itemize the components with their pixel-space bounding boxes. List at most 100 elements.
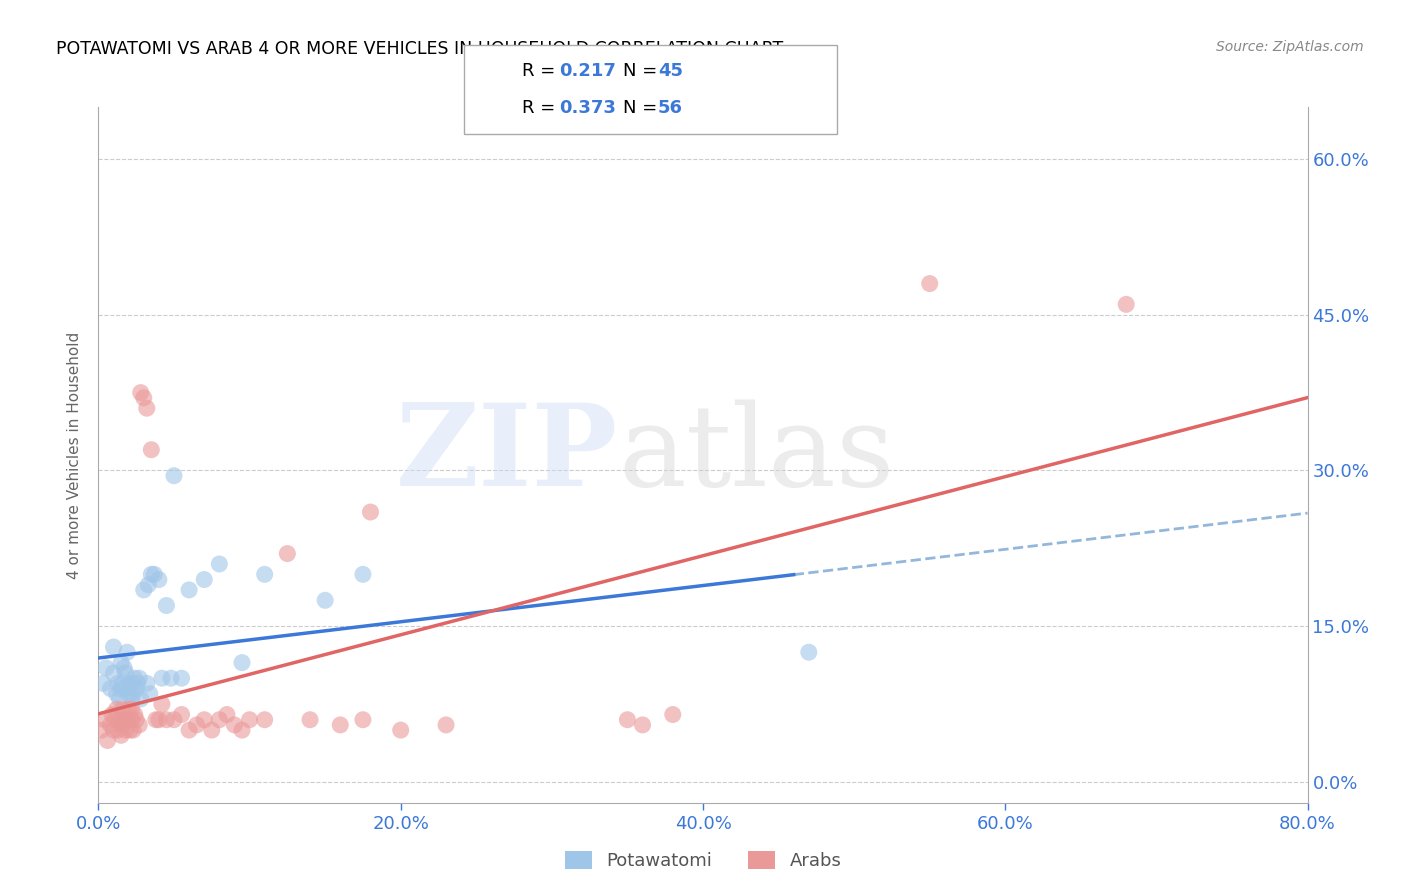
Text: 56: 56 [658, 99, 683, 117]
Text: R =: R = [522, 62, 561, 79]
Point [314, 593, 336, 607]
Point [1115, 297, 1137, 311]
Point [118, 687, 141, 701]
Point [114, 665, 136, 680]
Point [616, 713, 638, 727]
Point [136, 578, 159, 592]
Point [103, 723, 125, 738]
Point [110, 681, 132, 696]
Point [93, 713, 115, 727]
Point [160, 671, 183, 685]
Point [231, 656, 253, 670]
Y-axis label: 4 or more Vehicles in Household: 4 or more Vehicles in Household [67, 331, 83, 579]
Point [128, 718, 150, 732]
Point [103, 665, 125, 680]
Point [100, 718, 122, 732]
Point [110, 656, 132, 670]
Point [105, 687, 128, 701]
Text: atlas: atlas [619, 400, 894, 510]
Text: 0.217: 0.217 [560, 62, 616, 79]
Point [193, 573, 215, 587]
Point [253, 567, 276, 582]
Point [276, 547, 298, 561]
Point [148, 713, 170, 727]
Point [122, 723, 145, 738]
Point [108, 713, 131, 727]
Text: R =: R = [522, 99, 561, 117]
Point [132, 391, 155, 405]
Point [115, 713, 138, 727]
Point [129, 385, 152, 400]
Point [253, 713, 276, 727]
Point [125, 713, 148, 727]
Point [434, 718, 457, 732]
Point [110, 728, 132, 742]
Point [135, 401, 157, 416]
Point [170, 671, 193, 685]
Point [155, 599, 177, 613]
Point [208, 557, 231, 571]
Point [127, 676, 149, 690]
Point [121, 702, 143, 716]
Point [208, 713, 231, 727]
Point [124, 707, 146, 722]
Point [118, 702, 141, 716]
Point [155, 713, 177, 727]
Text: Source: ZipAtlas.com: Source: ZipAtlas.com [1216, 40, 1364, 54]
Point [111, 702, 134, 716]
Point [124, 671, 146, 685]
Text: ZIP: ZIP [396, 400, 619, 510]
Text: 0.373: 0.373 [560, 99, 616, 117]
Point [662, 707, 685, 722]
Legend: Potawatomi, Arabs: Potawatomi, Arabs [557, 844, 849, 877]
Point [179, 582, 201, 597]
Point [352, 567, 374, 582]
Point [150, 697, 173, 711]
Point [141, 442, 163, 457]
Point [122, 687, 145, 701]
Point [125, 681, 148, 696]
Text: N =: N = [623, 99, 662, 117]
Point [143, 567, 166, 582]
Point [114, 681, 136, 696]
Point [179, 723, 201, 738]
Point [329, 718, 352, 732]
Point [239, 713, 262, 727]
Point [121, 692, 143, 706]
Point [631, 718, 654, 732]
Point [120, 676, 142, 690]
Point [111, 718, 134, 732]
Point [105, 702, 128, 716]
Point [224, 718, 246, 732]
Point [132, 582, 155, 597]
Point [91, 676, 114, 690]
Point [163, 713, 186, 727]
Point [163, 468, 186, 483]
Point [120, 723, 142, 738]
Point [299, 713, 322, 727]
Point [101, 707, 124, 722]
Text: N =: N = [623, 62, 662, 79]
Point [114, 723, 136, 738]
Point [797, 645, 820, 659]
Point [129, 692, 152, 706]
Point [139, 687, 162, 701]
Point [112, 661, 135, 675]
Point [128, 671, 150, 685]
Point [90, 723, 112, 738]
Point [135, 676, 157, 690]
Point [121, 676, 143, 690]
Point [108, 692, 131, 706]
Point [94, 661, 117, 675]
Point [352, 713, 374, 727]
Point [360, 505, 382, 519]
Point [231, 723, 253, 738]
Point [170, 707, 193, 722]
Point [111, 676, 134, 690]
Point [96, 733, 118, 747]
Point [107, 723, 129, 738]
Point [104, 713, 127, 727]
Point [145, 713, 167, 727]
Text: POTAWATOMI VS ARAB 4 OR MORE VEHICLES IN HOUSEHOLD CORRELATION CHART: POTAWATOMI VS ARAB 4 OR MORE VEHICLES IN… [56, 40, 783, 58]
Point [100, 681, 122, 696]
